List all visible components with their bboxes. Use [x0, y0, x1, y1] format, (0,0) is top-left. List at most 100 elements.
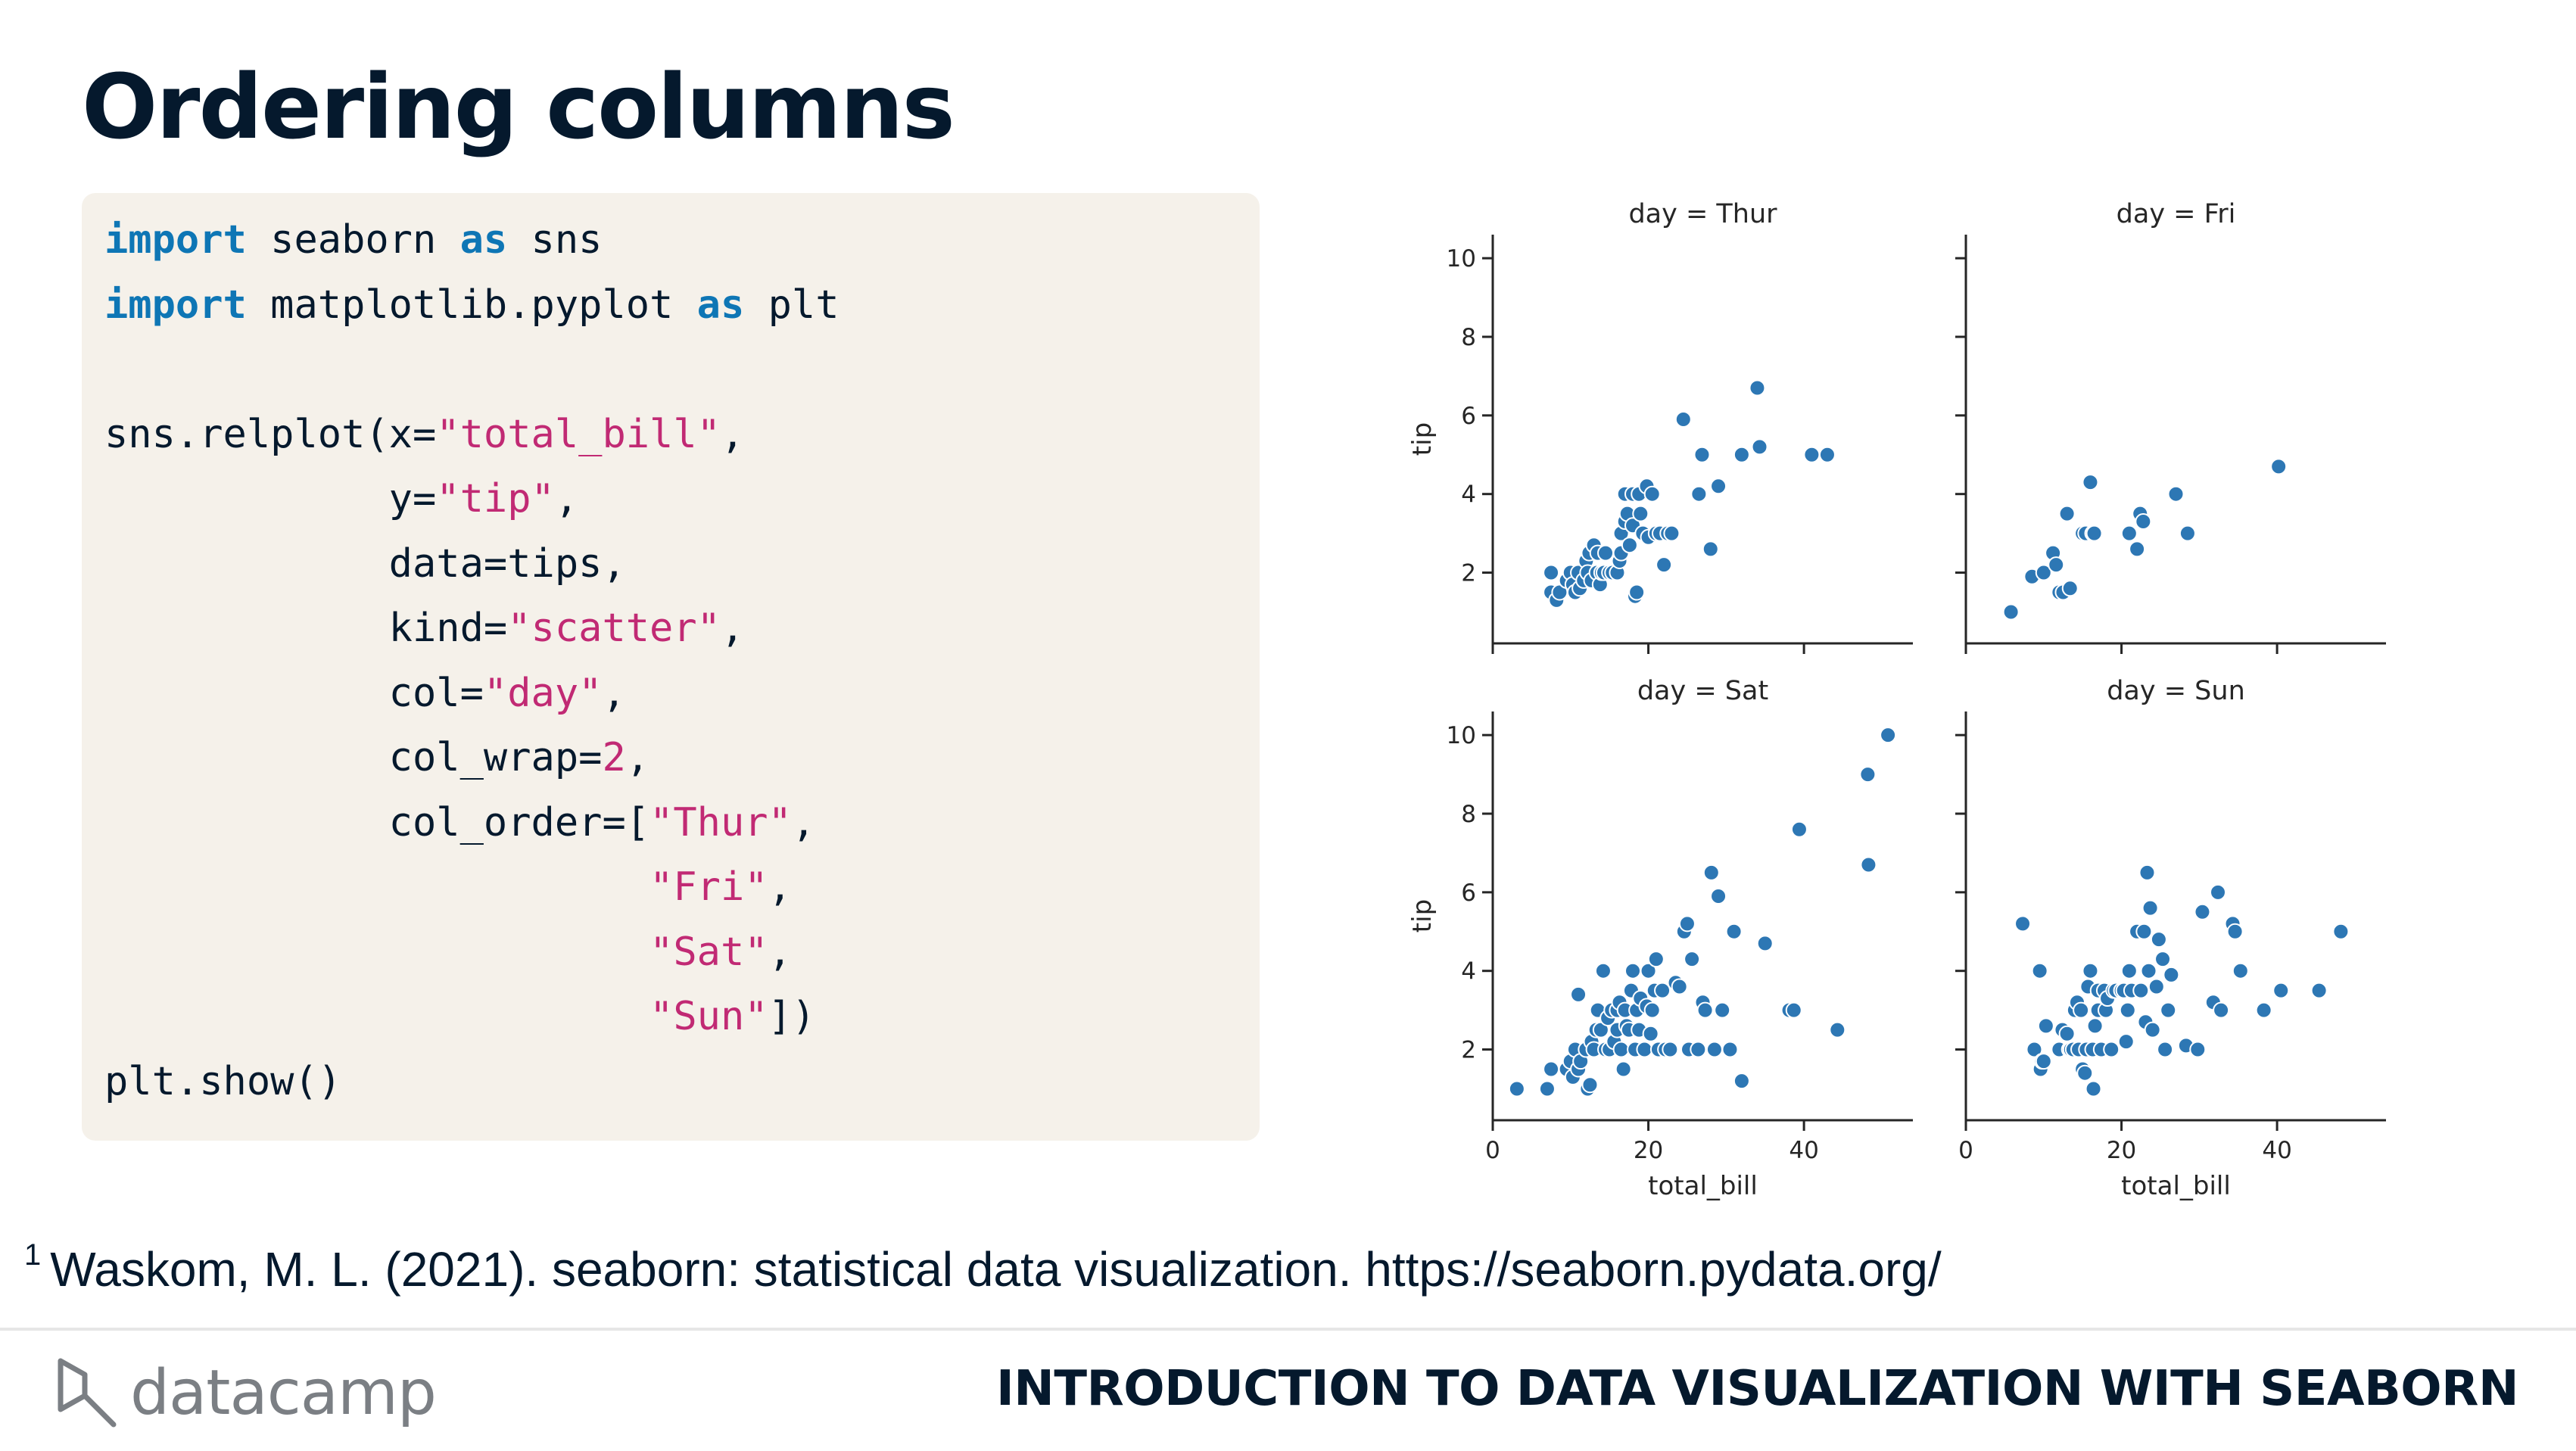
string-literal: "tip" — [436, 476, 555, 522]
y-axis-label: tip — [1407, 899, 1438, 933]
data-point — [2082, 962, 2099, 979]
code-token: kind= — [104, 606, 508, 651]
data-point — [2117, 1033, 2135, 1051]
data-point — [2135, 513, 2152, 531]
code-line-10: "Fri", — [104, 864, 792, 910]
data-point — [2129, 540, 2146, 558]
y-axis-label: tip — [1407, 422, 1438, 456]
datacamp-logo: datacamp — [55, 1351, 437, 1434]
data-point — [2073, 1001, 2090, 1019]
data-point — [2140, 962, 2157, 979]
y-tick-label: 4 — [1461, 958, 1476, 985]
data-point — [2160, 1001, 2177, 1019]
data-point — [2037, 1017, 2054, 1035]
y-tick-label: 4 — [1461, 481, 1476, 509]
data-point — [1678, 915, 1696, 933]
data-point — [1733, 446, 1750, 463]
data-point — [2061, 580, 2079, 597]
data-point — [1508, 1080, 1525, 1098]
string-literal: "Sat" — [649, 929, 768, 975]
string-literal: "scatter" — [507, 606, 721, 651]
code-token: , — [720, 411, 745, 457]
data-point — [1621, 537, 1638, 554]
facet-scatter-chart: day = Thur 2 4 6 8 10 tip day = Fri day = Sat 2 4 6… — [1407, 199, 2386, 1201]
data-point — [1790, 820, 1808, 838]
data-point — [1581, 1076, 1599, 1094]
code-token: sns — [507, 217, 603, 263]
code-token: , — [554, 476, 579, 522]
y-tick-label: 6 — [1461, 880, 1476, 907]
data-point — [1674, 411, 1692, 428]
data-point — [2076, 1064, 2094, 1082]
data-point — [1859, 766, 1877, 783]
data-point — [1693, 446, 1711, 463]
course-title: INTRODUCTION TO DATA VISUALIZATION WITH … — [995, 1361, 2519, 1417]
data-point — [1725, 923, 1743, 940]
data-point — [2194, 903, 2211, 920]
data-point — [1662, 1041, 1679, 1058]
x-tick-label: 20 — [1634, 1137, 1663, 1164]
code-token: col_order=[ — [104, 799, 650, 845]
data-point — [2210, 883, 2226, 901]
data-point — [2272, 982, 2290, 999]
data-point — [1733, 1073, 1750, 1090]
data-point — [1721, 1041, 1739, 1058]
keyword: import — [104, 217, 247, 263]
footnote-marker: 1 — [24, 1238, 42, 1272]
data-point — [2270, 458, 2288, 475]
data-point — [2058, 1025, 2076, 1042]
code-line-13: plt.show() — [104, 1058, 342, 1104]
data-point — [2035, 1053, 2052, 1070]
x-axis-label: total_bill — [1648, 1171, 1758, 1201]
data-point — [2179, 525, 2196, 542]
footnote-text: Waskom, M. L. (2021). seaborn: statistic… — [50, 1242, 1942, 1297]
data-point — [1643, 1001, 1661, 1019]
data-point — [2082, 474, 2099, 491]
footnote: 1 Waskom, M. L. (2021). seaborn: statisti… — [24, 1238, 1942, 1297]
code-token: sns.relplot(x= — [104, 411, 437, 457]
data-point — [1749, 379, 1766, 397]
code-token: , — [720, 606, 745, 651]
data-point — [1628, 584, 1646, 601]
data-point — [2144, 1021, 2161, 1038]
data-point — [1612, 1041, 1630, 1058]
code-line-4: y="tip", — [104, 476, 578, 522]
data-point — [2189, 1041, 2207, 1058]
code-line-3: sns.relplot(x="total_bill", — [104, 412, 744, 457]
string-literal: "day" — [483, 670, 603, 716]
code-line-12: "Sun"]) — [104, 994, 815, 1039]
code-text: import seaborn as sns import matplotlib.… — [104, 208, 839, 1114]
y-tick-label: 10 — [1447, 245, 1476, 272]
data-point — [1597, 544, 1615, 562]
data-point — [1543, 1060, 1560, 1078]
data-point — [1756, 935, 1774, 952]
data-point — [1570, 985, 1587, 1003]
data-point — [1705, 1041, 1723, 1058]
code-token: , — [768, 864, 792, 910]
string-literal: "Thur" — [649, 799, 792, 845]
data-point — [2120, 525, 2138, 542]
data-point — [2310, 982, 2328, 999]
data-point — [1696, 1001, 1714, 1019]
data-point — [2157, 1041, 2174, 1058]
data-point — [1714, 1001, 1731, 1019]
data-point — [2132, 982, 2150, 999]
data-point — [2226, 923, 2244, 940]
code-token: , — [602, 670, 626, 716]
panel-title: day = Thur — [1628, 199, 1777, 229]
data-point — [2048, 556, 2065, 574]
data-point — [1803, 446, 1821, 463]
data-point — [2031, 962, 2048, 979]
x-axis-label: total_bill — [2121, 1171, 2231, 1201]
data-point — [2085, 525, 2103, 542]
keyword: import — [104, 282, 247, 328]
data-point — [1702, 540, 1719, 558]
code-token — [104, 929, 649, 975]
keyword: as — [696, 282, 745, 328]
data-point — [1710, 888, 1727, 905]
data-point — [2119, 1001, 2136, 1019]
data-point — [2035, 564, 2052, 581]
code-line-7: col="day", — [104, 671, 626, 716]
code-block: import seaborn as sns import matplotlib.… — [82, 193, 1260, 1141]
data-point — [1615, 1060, 1632, 1078]
